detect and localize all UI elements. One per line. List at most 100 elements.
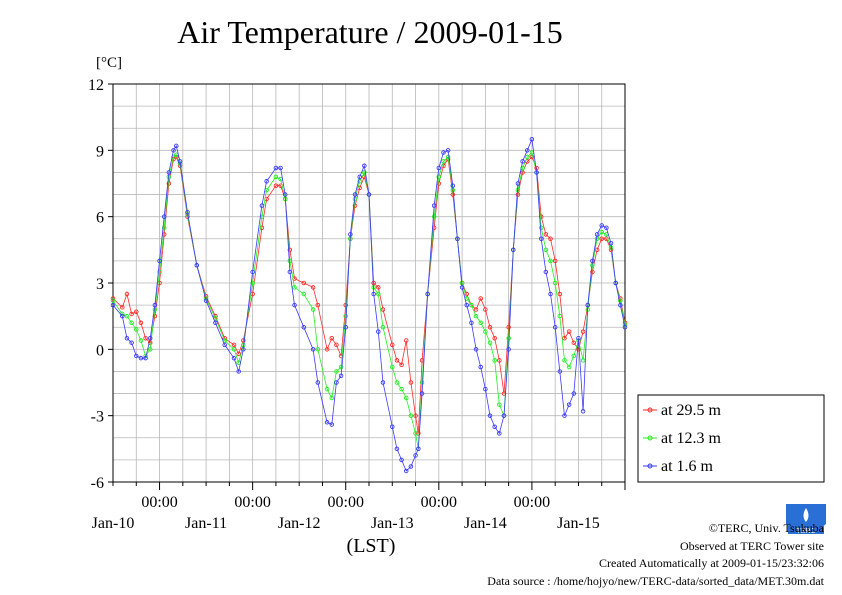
x-tick-date-label: Jan-10 [92, 515, 135, 532]
data-point [608, 240, 614, 246]
data-point [194, 263, 200, 268]
data-point [371, 291, 376, 297]
data-point [413, 431, 418, 436]
data-point [352, 203, 358, 208]
data-point [138, 338, 144, 343]
data-point [594, 232, 600, 237]
data-point [134, 309, 139, 314]
data-point [445, 148, 451, 153]
data-point [138, 320, 144, 326]
y-tick-label: -3 [91, 409, 104, 426]
data-point [408, 380, 414, 385]
data-point [376, 291, 381, 297]
data-point [552, 258, 558, 264]
data-point [147, 347, 153, 352]
data-point [301, 291, 307, 297]
data-point [562, 413, 567, 418]
data-point [543, 232, 549, 237]
data-point [450, 183, 456, 188]
x-axis-label: (LST) [347, 535, 396, 557]
data-point [436, 165, 442, 171]
data-point [497, 358, 502, 363]
data-point [590, 258, 595, 264]
data-point [425, 291, 430, 297]
y-tick-label: 6 [96, 210, 104, 227]
data-point [338, 373, 344, 379]
data-point [534, 170, 539, 175]
data-point [338, 364, 344, 370]
legend-swatch-marker [647, 407, 653, 413]
data-point [273, 174, 279, 180]
data-point [390, 424, 395, 429]
logo-text: TERC [796, 528, 815, 535]
legend-label: at 29.5 m [661, 402, 722, 419]
data-point [241, 347, 246, 352]
legend-box [637, 394, 825, 483]
data-point [399, 362, 404, 368]
data-point [310, 347, 316, 352]
data-point [287, 258, 293, 264]
data-point [110, 296, 116, 301]
data-point [506, 324, 511, 330]
data-point [120, 305, 125, 310]
data-point [250, 280, 255, 286]
data-point [138, 355, 144, 361]
data-point [236, 351, 241, 357]
data-point [622, 324, 628, 330]
data-point [419, 391, 425, 396]
data-point [483, 386, 488, 392]
data-point [487, 340, 493, 345]
data-point [529, 154, 535, 160]
data-point [408, 413, 414, 418]
data-point [222, 342, 227, 348]
data-point [166, 170, 172, 175]
data-point [143, 355, 148, 361]
data-point [376, 285, 381, 290]
data-point [380, 307, 386, 312]
data-point [120, 313, 125, 319]
data-point [157, 258, 162, 264]
y-tick-label: 3 [96, 276, 104, 293]
data-point [334, 342, 339, 348]
data-point [152, 302, 158, 308]
data-point [538, 236, 544, 242]
data-point [571, 391, 577, 396]
legend: at 29.5 m at 12.3 m at 1.6 m [637, 394, 825, 483]
data-point [599, 236, 604, 242]
data-point [548, 258, 553, 264]
data-point [110, 298, 116, 303]
series-2 [110, 137, 628, 474]
y-tick-label: 12 [88, 77, 104, 94]
data-point [525, 148, 530, 153]
data-point [334, 380, 339, 385]
data-point [343, 313, 348, 319]
data-point [416, 431, 421, 436]
series-layer [110, 137, 628, 474]
data-point [380, 324, 386, 330]
data-point [520, 170, 525, 175]
data-point [483, 307, 488, 312]
data-point [161, 214, 167, 219]
data-point [203, 298, 209, 303]
data-point [469, 302, 474, 308]
data-point [497, 431, 502, 436]
data-point [506, 347, 511, 352]
data-point [557, 313, 563, 319]
data-point [310, 285, 316, 290]
data-point [464, 291, 469, 297]
data-point [571, 340, 577, 345]
data-point [487, 324, 493, 330]
data-point [497, 402, 502, 407]
data-point [473, 307, 479, 312]
data-point [315, 302, 321, 308]
data-point [441, 163, 446, 169]
legend-swatch-marker [647, 435, 653, 441]
data-point [487, 413, 493, 418]
data-point [416, 446, 421, 452]
chart-title: Air Temperature / 2009-01-15 [177, 14, 563, 50]
data-point [143, 336, 148, 341]
data-point [394, 380, 400, 385]
data-point [492, 336, 497, 341]
data-point [399, 457, 404, 463]
x-tick-time-label: 00:00 [421, 494, 457, 511]
